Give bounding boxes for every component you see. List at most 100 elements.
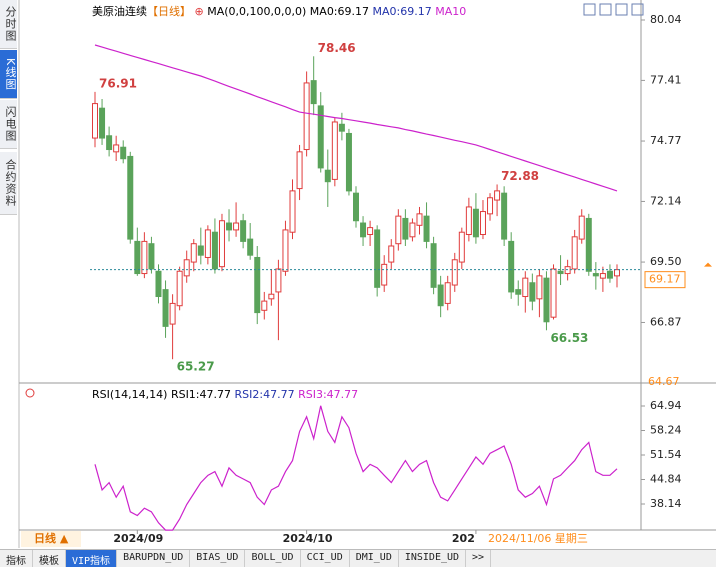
candle-body <box>282 229 289 272</box>
tab-kline[interactable]: K线图 <box>0 50 17 99</box>
y-tick-label: 44.84 <box>650 473 682 486</box>
candle-body <box>113 144 120 153</box>
period-button-bg[interactable] <box>21 531 81 547</box>
tab[interactable]: BIAS_UD <box>190 550 246 567</box>
candle-body <box>374 229 381 288</box>
tab-bar: 指标 模板 VIP指标 BARUPDN_UD BIAS_UD BOLL_UD CCI_UD D… <box>0 549 716 567</box>
settings-icon[interactable] <box>25 388 35 398</box>
rsi-label: RSI(14,14,14) <box>92 388 168 401</box>
tab-timeshare[interactable]: 分时图 <box>0 0 17 49</box>
icon[interactable] <box>599 3 612 16</box>
candle-body <box>543 277 550 323</box>
candle-body <box>247 238 254 256</box>
candle-body <box>141 240 148 275</box>
y-tick-label: 66.87 <box>650 315 682 328</box>
extreme-label: 65.27 <box>177 360 215 374</box>
tab[interactable]: BARUPDN_UD <box>117 550 191 567</box>
candle-body <box>353 192 359 222</box>
tab[interactable]: CCI_UD <box>301 550 350 567</box>
candle-body <box>508 240 515 293</box>
candle-body <box>451 259 458 286</box>
chart: 64.67 日线 ▲ 80.04 77.41 74.77 72.14 69.50 66.8… <box>18 0 716 548</box>
candle-body <box>472 208 479 238</box>
candle-body <box>176 270 183 307</box>
rsi-line <box>94 405 618 531</box>
icon[interactable] <box>615 3 628 16</box>
ma-value: MA0:69.17 <box>372 5 432 18</box>
candle-body <box>211 231 218 270</box>
cursor-label: 2024/11/06 星期三 <box>488 532 588 545</box>
candle-body <box>331 121 338 180</box>
tab-contract[interactable]: 合约资料 <box>0 152 17 215</box>
extreme-label: 72.88 <box>501 169 539 183</box>
candle-body <box>120 146 127 160</box>
candle-body <box>197 245 204 256</box>
candle-body <box>501 192 508 240</box>
y-tick-label: 74.77 <box>650 134 682 147</box>
symbol: 美原油连续 <box>92 5 147 18</box>
y-tick-label: 38.14 <box>650 497 682 510</box>
rsi-value: RSI1:47.77 <box>170 388 232 401</box>
candle-body <box>183 259 190 277</box>
candle-body <box>99 107 106 139</box>
y-tick-label: 64.94 <box>650 399 682 412</box>
tab[interactable]: DMI_UD <box>350 550 399 567</box>
candle-body <box>134 240 141 275</box>
extreme-label: 76.91 <box>99 76 137 90</box>
tab[interactable]: VIP指标 <box>66 550 118 567</box>
candle-body <box>479 211 486 236</box>
period-button[interactable]: 日线 ▲ <box>34 531 69 545</box>
bottom-price: 64.67 <box>648 375 680 388</box>
rsi-value: RSI3:47.77 <box>298 388 359 401</box>
candle-body <box>599 273 606 279</box>
candle-body <box>487 197 494 215</box>
y-tick-label: 69.50 <box>650 255 682 268</box>
candle-body <box>303 82 310 151</box>
candle-body <box>402 217 409 240</box>
candle-body <box>240 220 247 242</box>
candle-body <box>310 80 317 105</box>
add-icon[interactable]: ⊕ <box>194 5 204 18</box>
candle-body <box>296 151 303 190</box>
tab[interactable]: 模板 <box>33 550 66 567</box>
candle-body <box>536 275 543 300</box>
candle-body <box>204 229 211 258</box>
candle-body <box>367 227 374 236</box>
extreme-label: 66.53 <box>550 331 588 345</box>
candle-body <box>106 135 113 151</box>
icon[interactable] <box>631 3 644 16</box>
rsi-legend: RSI(14,14,14) RSI1:47.77 RSI2:47.77 RSI3… <box>92 388 358 401</box>
last-price-arrow <box>704 262 712 267</box>
tab[interactable]: BOLL_UD <box>245 550 301 567</box>
candle-body <box>127 155 134 240</box>
candle-body <box>155 270 162 298</box>
candle-body <box>529 282 536 302</box>
candle-body <box>148 243 155 270</box>
candle-body <box>557 270 564 275</box>
candle-body <box>437 284 444 307</box>
y-tick-label: 72.14 <box>650 194 682 207</box>
candle-body <box>289 190 296 233</box>
ma-line <box>94 44 618 192</box>
icon[interactable] <box>583 3 596 16</box>
legend: 美原油连续【日线】 ⊕ MA(0,0,100,0,0,0) MA0:69.17 … <box>92 3 466 19</box>
candle-body <box>261 300 268 311</box>
tab-flash[interactable]: 闪电图 <box>0 100 17 149</box>
candle-body <box>275 268 282 293</box>
y-tick-label: 51.54 <box>650 448 682 461</box>
y-tick-label: 77.41 <box>650 73 682 86</box>
toolbar-icons <box>583 3 644 16</box>
tab[interactable]: >> <box>466 550 492 567</box>
tab[interactable]: 指标 <box>0 550 33 567</box>
ma-value: MA0:69.17 <box>309 5 370 18</box>
last-price-box <box>644 271 686 289</box>
y-tick-label: 80.04 <box>650 13 682 26</box>
candle-body <box>324 169 331 183</box>
candle-body <box>416 213 423 226</box>
candle-body <box>430 243 437 288</box>
candle-body <box>268 293 275 300</box>
candle-body <box>550 268 557 318</box>
tab[interactable]: INSIDE_UD <box>399 550 467 567</box>
candle-body <box>614 269 620 277</box>
